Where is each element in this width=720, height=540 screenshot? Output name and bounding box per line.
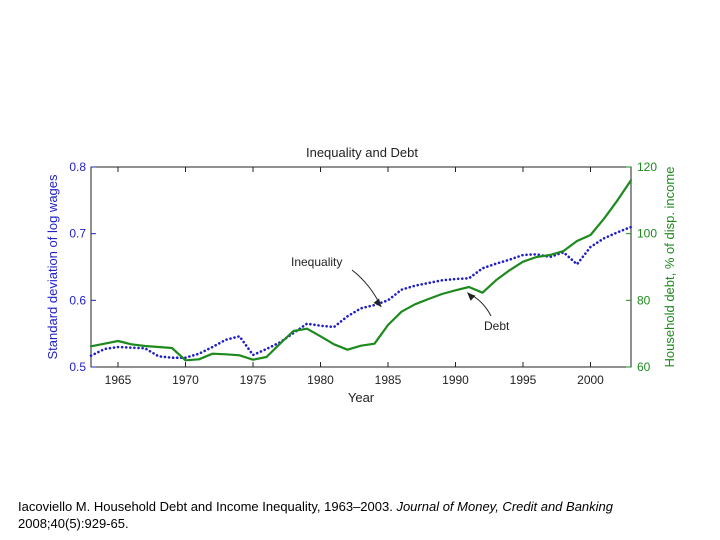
y-right-tick-label: 80 [637,293,651,307]
annotation-inequality-arrowhead [373,298,382,307]
x-tick-label: 1975 [240,373,267,387]
chart-title: Inequality and Debt [306,145,418,160]
chart: Inequality and Debt 1965 1970 1975 1980 1985… [45,145,677,405]
x-tick-label: 1990 [442,373,469,387]
caption-journal: Journal of Money, Credit and Banking [396,499,614,514]
series-line-inequality [89,225,633,360]
citation-caption: Iacoviello M. Household Debt and Income … [18,498,698,532]
x-axis: 1965 1970 1975 1980 1985 1990 1995 2000 [105,167,604,387]
caption-authors-title: Iacoviello M. Household Debt and Income … [18,499,397,514]
x-tick-label: 1970 [172,373,199,387]
plot-frame [90,166,632,368]
y-right-tick-label: 60 [637,360,651,374]
y-right-tick-label: 120 [637,160,657,174]
y-right-tick-label: 100 [637,227,657,241]
x-tick-label: 1995 [510,373,537,387]
y-left-tick-label: 0.8 [69,160,86,174]
y-left-tick-label: 0.6 [69,293,86,307]
y-left-tick-label: 0.5 [69,360,86,374]
y-axis-label-right: Household debt, % of disp. income [662,167,677,368]
caption-volume: 2008;40(5):929-65. [18,516,129,531]
x-tick-label: 1985 [375,373,402,387]
annotation-inequality: Inequality [291,255,342,269]
x-tick-label: 1980 [307,373,334,387]
x-axis-label: Year [348,390,375,405]
series-layer [89,179,633,362]
annotation-debt: Debt [484,319,510,333]
x-tick-label: 2000 [577,373,604,387]
y-axis-right: 60 80 100 120 [626,160,657,374]
x-tick-label: 1965 [105,373,132,387]
series-line-debt [89,179,633,362]
y-left-tick-label: 0.7 [69,227,86,241]
y-axis-left: 0.5 0.6 0.7 0.8 [69,160,96,374]
y-axis-label-left: Standard deviation of log wages [45,174,60,360]
annotation-debt-arrowhead [467,292,476,301]
